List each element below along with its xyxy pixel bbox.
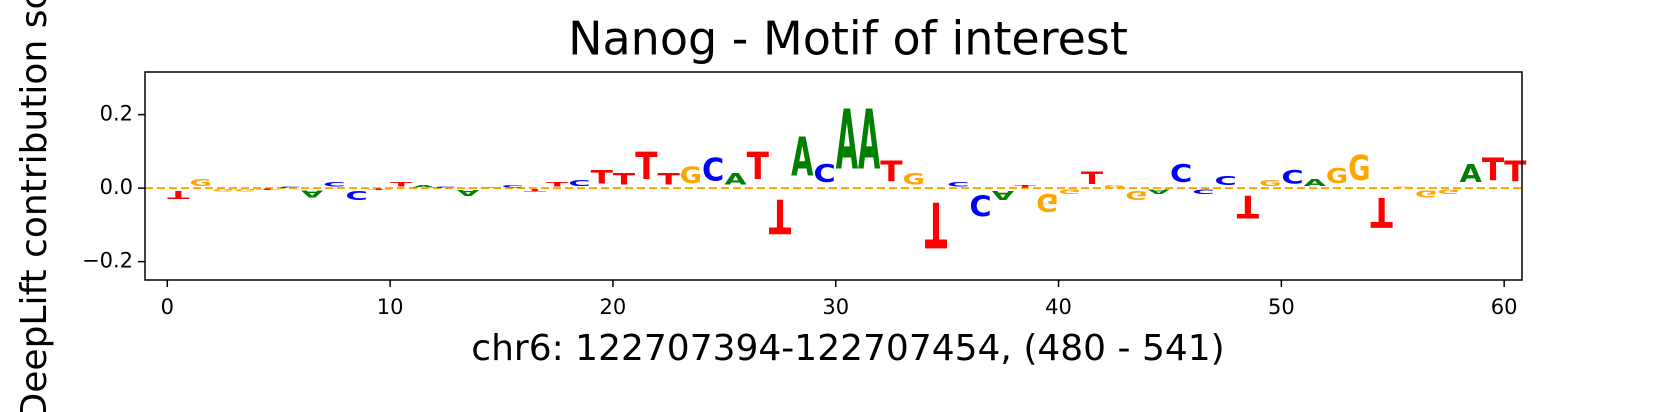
logo-letter: C xyxy=(947,181,969,188)
logo-letter: A xyxy=(858,94,881,189)
logo-letter: G xyxy=(234,188,256,192)
logo-letter: G xyxy=(1348,149,1370,189)
logo-letter: C xyxy=(1192,188,1214,195)
logo-letter: T xyxy=(1482,151,1504,188)
logo-letter: C xyxy=(1281,166,1303,188)
logo-letter: G xyxy=(1259,179,1281,188)
x-tick-label: 10 xyxy=(377,295,404,319)
logo-letter: C xyxy=(435,186,457,188)
logo-letter: A xyxy=(1460,160,1482,189)
logo-letter: C xyxy=(279,186,301,188)
logo-letter: A xyxy=(301,188,324,199)
logo-letter: G xyxy=(1393,186,1415,188)
logo-letter: T xyxy=(591,167,614,189)
logo-letter: T xyxy=(546,181,568,188)
logo-letter: A xyxy=(457,188,480,197)
x-tick-label: 30 xyxy=(822,295,849,319)
y-tick-label: 0.2 xyxy=(100,102,133,126)
logo-letter: C xyxy=(502,185,524,189)
logo-letter: T xyxy=(635,145,657,189)
logo-letter: T xyxy=(167,188,190,201)
logo-letter: T xyxy=(925,188,947,261)
logo-letter: G xyxy=(212,188,234,192)
logo-letter: T xyxy=(613,170,636,188)
logo-letter: C xyxy=(969,188,991,221)
logo-letter: T xyxy=(769,188,792,244)
logo-letter: G xyxy=(1103,184,1125,188)
logo-letter: G xyxy=(680,162,702,188)
logo-letter: T xyxy=(524,188,547,192)
y-tick-label: −0.2 xyxy=(82,249,133,273)
logo-letter: G xyxy=(1125,188,1147,203)
logo-letter: G xyxy=(903,170,925,188)
logo-letter: C xyxy=(813,159,835,189)
plot-frame xyxy=(144,71,1523,281)
logo-letter: G xyxy=(1059,188,1081,195)
x-tick-label: 60 xyxy=(1491,295,1518,319)
logo-letter: G xyxy=(1326,165,1348,189)
logo-letter: A xyxy=(724,170,746,188)
y-tick-label: 0.0 xyxy=(100,175,133,199)
logo-letter: T xyxy=(1081,169,1104,189)
logo-letter: T xyxy=(657,170,680,188)
logo-letter: C xyxy=(1170,159,1192,189)
x-tick-label: 50 xyxy=(1268,295,1295,319)
logo-letter: T xyxy=(368,188,391,190)
logo-letter: A xyxy=(836,94,859,189)
x-axis-label: chr6: 122707394-122707454, (480 - 541) xyxy=(471,328,1224,369)
logo-letter: C xyxy=(702,152,724,189)
logo-letter: G xyxy=(1415,188,1437,199)
logo-letter: C xyxy=(323,181,345,188)
logo-letter: T xyxy=(1370,188,1393,235)
logo-letter: G xyxy=(190,177,212,188)
logo-letter: A xyxy=(1304,178,1327,189)
chart-title: Nanog - Motif of interest xyxy=(568,12,1128,66)
logo-letter: A xyxy=(1148,188,1171,195)
logo-letter: A xyxy=(992,188,1015,203)
logo-letter: A xyxy=(412,184,434,188)
logo-letter: T xyxy=(390,181,412,188)
logo-letter: G xyxy=(1437,188,1459,195)
logo-letter: C xyxy=(346,188,368,203)
logo-letter: T xyxy=(747,145,769,189)
logo-letter: A xyxy=(791,127,813,189)
y-axis-label: DeepLift contribution score xyxy=(14,0,55,412)
logo-letter: T xyxy=(1237,188,1259,225)
logo-letter: T xyxy=(1014,185,1037,189)
logo-letter: T xyxy=(880,156,902,188)
logo-letter: T xyxy=(1504,156,1526,188)
x-tick-label: 20 xyxy=(600,295,627,319)
x-tick-label: 40 xyxy=(1045,295,1072,319)
x-tick-label: 0 xyxy=(161,295,174,319)
logo-letter: G xyxy=(1036,187,1058,216)
logo-letter: C xyxy=(1215,174,1237,189)
logo-letter: T xyxy=(479,187,502,188)
logo-letter: C xyxy=(568,179,590,188)
logo-letter: T xyxy=(256,188,279,190)
